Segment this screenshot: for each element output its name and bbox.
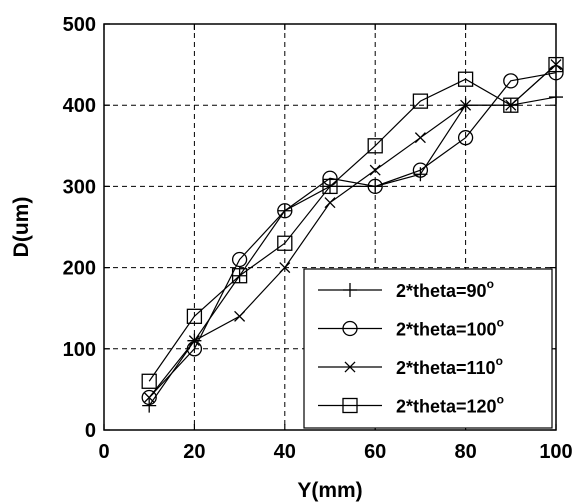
data-point-x (234, 310, 246, 322)
legend-degree-superscript: o (487, 277, 494, 291)
legend-box (303, 268, 553, 429)
x-tick-label: 80 (454, 441, 476, 463)
data-point-circle (141, 389, 157, 406)
data-point-circle (412, 162, 429, 178)
legend-label-text: 2*theta=110 (396, 358, 496, 378)
data-point-circle (322, 170, 338, 186)
legend-label-text: 2*theta=120 (396, 397, 497, 417)
legend-marker-square (342, 397, 358, 414)
legend-marker-x (344, 361, 356, 373)
data-point-x (279, 262, 291, 274)
legend-degree-superscript: o (497, 316, 504, 330)
legend-label: 2*theta=100o (396, 316, 504, 340)
legend-item-x: 2*theta=110o (318, 354, 503, 378)
data-point-circle (277, 203, 293, 219)
axis-ticks: 0 20 40 60 80 100 0 100 200 300 400 500 (63, 14, 573, 463)
data-point-x (369, 164, 381, 176)
legend-item-square: 2*theta=120o (318, 393, 504, 417)
data-point-square (322, 178, 338, 195)
x-tick-label: 100 (539, 441, 572, 463)
legend-marker-circle (342, 320, 358, 337)
legend-label-text: 2*theta=100 (396, 320, 497, 340)
series-line-square (148, 64, 557, 382)
legend-item-circle: 2*theta=100o (318, 316, 504, 340)
legend: 2*theta=90o2*theta=100o2*theta=110o2*the… (303, 268, 553, 429)
y-tick-label: 200 (63, 258, 96, 280)
data-point-x (188, 335, 200, 347)
data-point-x (324, 197, 336, 209)
data-point-square (457, 71, 474, 87)
data-point-x (143, 392, 155, 404)
data-point-circle (367, 178, 383, 195)
legend-label: 2*theta=90o (396, 277, 494, 301)
y-tick-label: 500 (63, 14, 96, 36)
data-point-circle (231, 251, 248, 268)
legend-degree-superscript: o (497, 393, 504, 407)
legend-label-text: 2*theta=90 (396, 281, 487, 301)
series-square (141, 56, 564, 389)
data-point-x (460, 99, 472, 111)
legend-item-plus: 2*theta=90o (318, 277, 494, 301)
x-tick-label: 20 (183, 441, 205, 463)
data-point-square (186, 308, 203, 324)
y-tick-label: 300 (63, 176, 96, 198)
legend-degree-superscript: o (496, 354, 503, 368)
y-tick-label: 100 (63, 339, 96, 361)
data-point-square (503, 97, 519, 113)
series-group (141, 56, 564, 413)
series-line-x (148, 64, 557, 398)
y-tick-label: 400 (63, 95, 96, 117)
legend-label: 2*theta=110o (396, 354, 503, 378)
data-point-circle (457, 130, 474, 146)
legend-label: 2*theta=120o (396, 393, 504, 417)
x-tick-label: 0 (98, 441, 109, 463)
y-tick-label: 0 (85, 420, 96, 442)
data-point-square (277, 235, 293, 251)
data-point-square (412, 93, 429, 109)
x-tick-label: 60 (364, 441, 386, 463)
plot-frame (103, 23, 557, 431)
series-line-circle (148, 72, 557, 398)
x-axis-label: Y(mm) (297, 479, 362, 502)
data-point-square (367, 138, 383, 154)
legend-marker-plus (343, 283, 357, 297)
data-point-square (231, 268, 248, 284)
data-point-square (141, 373, 157, 389)
y-axis-label: D(um) (10, 197, 33, 258)
data-point-x (414, 132, 426, 144)
x-tick-label: 40 (274, 441, 296, 463)
data-point-plus (142, 398, 157, 413)
data-point-circle (503, 73, 519, 89)
